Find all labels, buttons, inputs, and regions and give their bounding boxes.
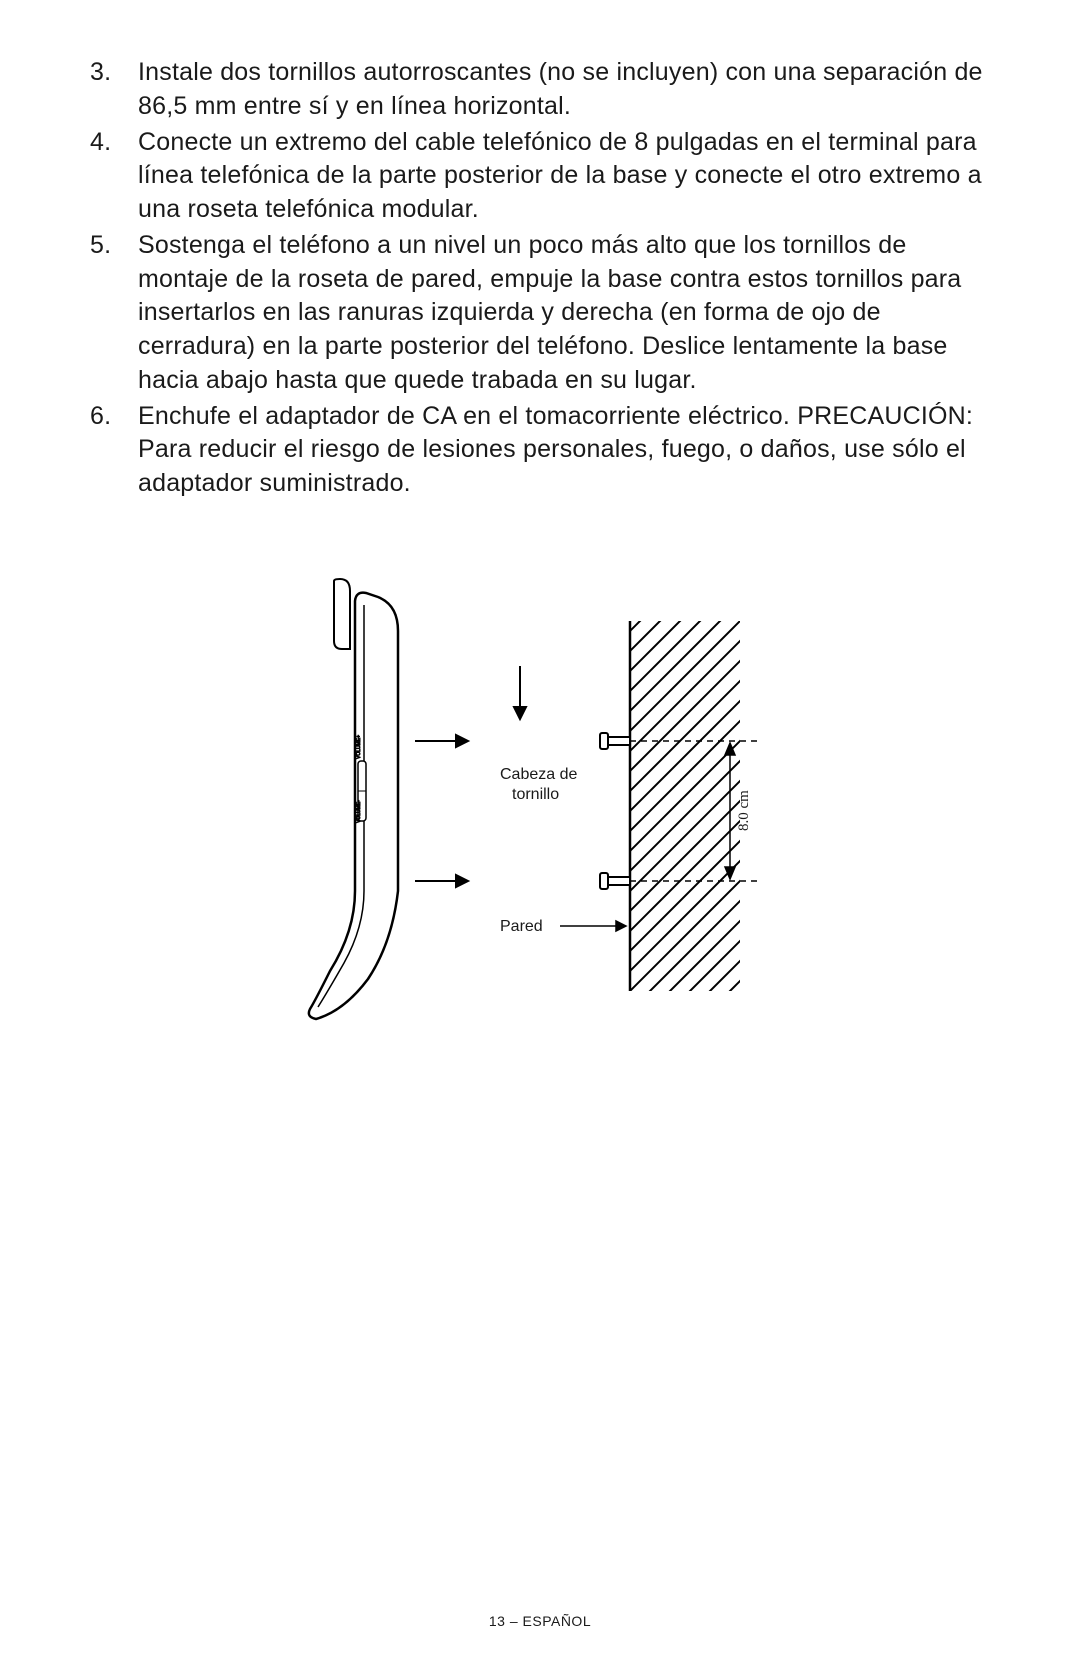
instruction-list: Instale dos tornillos autorroscantes (no… xyxy=(90,56,990,501)
wall-label-leader xyxy=(560,921,626,931)
svg-text:VOLUME-: VOLUME- xyxy=(356,800,362,823)
screw-bottom xyxy=(600,873,630,889)
dimension-bracket xyxy=(725,743,735,879)
arrow-vertical-down xyxy=(514,666,526,719)
screw-top xyxy=(600,733,630,749)
phone-side-view: VOLUME+ VOLUME- xyxy=(309,579,398,1019)
screw-head-label-line2: tornillo xyxy=(512,786,559,803)
diagram-container: 8.0 cm Cabeza de tornillo Pared xyxy=(90,561,990,1041)
page: Instale dos tornillos autorroscantes (no… xyxy=(0,0,1080,1669)
step-item: Sostenga el teléfono a un nivel un poco … xyxy=(90,229,990,398)
step-item: Conecte un extremo del cable telefónico … xyxy=(90,126,990,227)
arrow-horizontal-1 xyxy=(415,735,468,747)
step-item: Instale dos tornillos autorroscantes (no… xyxy=(90,56,990,124)
step-item: Enchufe el adaptador de CA en el tomacor… xyxy=(90,400,990,501)
distance-label: 8.0 cm xyxy=(736,790,752,831)
arrow-horizontal-2 xyxy=(415,875,468,887)
svg-text:VOLUME+: VOLUME+ xyxy=(356,735,362,759)
screw-head-label-line1: Cabeza de xyxy=(500,766,577,783)
page-footer: 13 – ESPAÑOL xyxy=(0,1613,1080,1629)
wall-mount-diagram: 8.0 cm Cabeza de tornillo Pared xyxy=(260,561,820,1041)
wall-label: Pared xyxy=(500,918,543,935)
